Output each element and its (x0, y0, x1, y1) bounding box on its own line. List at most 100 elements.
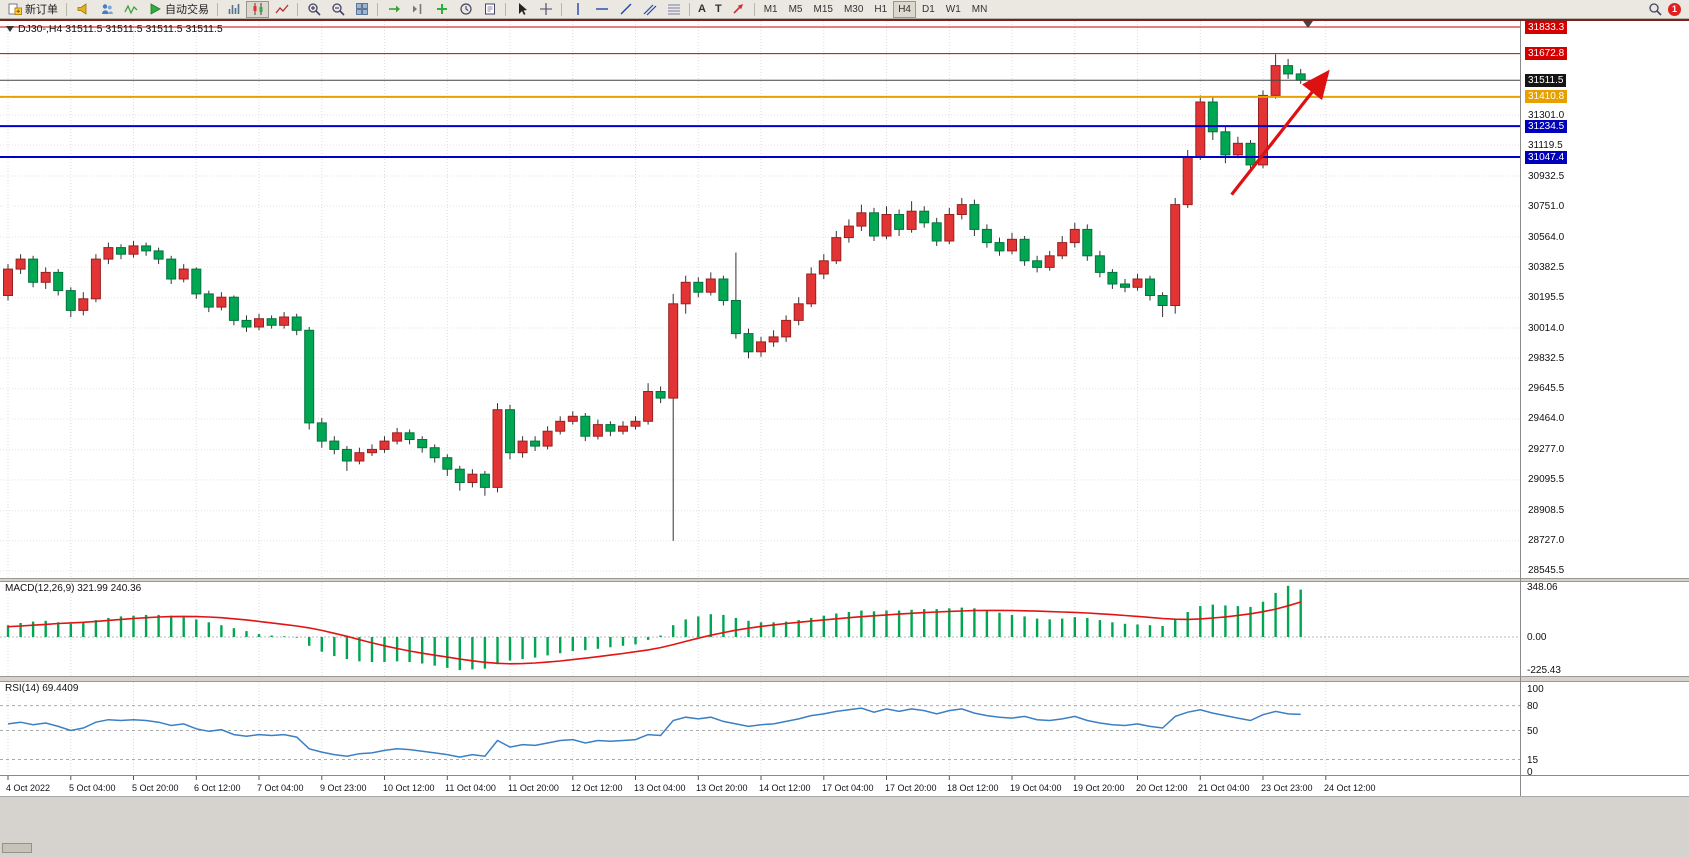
auto-scroll-icon (386, 2, 401, 17)
macd-chart-canvas[interactable] (0, 582, 1520, 676)
periods-button[interactable] (454, 1, 477, 18)
crosshair-icon (538, 2, 553, 17)
tab-timeframe-h1[interactable]: H1 (874, 3, 888, 15)
price-axis[interactable]: 31833.3 31672.8 31511.5 31410.8 31301.0 31234… (1521, 20, 1689, 578)
rsi-axis-label: 15 (1527, 754, 1539, 766)
rsi-axis-label: 0 (1527, 767, 1533, 778)
time-label: 4 Oct 2022 (6, 783, 51, 793)
tab-timeframe-d1[interactable]: D1 (922, 3, 935, 15)
zoom-in-button[interactable] (302, 1, 325, 18)
price-label: 31301.0 (1528, 109, 1565, 121)
time-label: 17 Oct 04:00 (822, 783, 874, 793)
signals-button[interactable] (119, 1, 142, 18)
candlestick-chart-button[interactable] (246, 0, 269, 18)
macd-panel[interactable]: MACD(12,26,9) 321.99 240.36 (0, 582, 1520, 676)
tab-timeframe-m15[interactable]: M15 (813, 3, 833, 15)
new-order-button[interactable]: 新订单 (3, 1, 62, 18)
main-chart-panel[interactable]: DJ30-,H4 31511.5 31511.5 31511.5 31511.5 (0, 21, 1520, 578)
toolbar-separator (561, 2, 562, 16)
arrows-button[interactable] (727, 1, 750, 18)
candlestick-icon (250, 2, 265, 17)
chart-info: DJ30-,H4 31511.5 31511.5 31511.5 31511.5 (6, 23, 223, 35)
tab-timeframe-mn[interactable]: MN (971, 3, 988, 15)
time-label: 11 Oct 04:00 (445, 783, 496, 793)
new-order-icon (7, 2, 22, 17)
tab-timeframe-w1[interactable]: W1 (945, 3, 961, 15)
time-label: 13 Oct 04:00 (634, 783, 686, 793)
horizontal-scrollbar-thumb[interactable] (2, 843, 32, 853)
price-label: 31234.5 (1525, 119, 1568, 133)
vertical-line-icon (570, 2, 585, 17)
toolbar-separator (689, 2, 690, 16)
macd-axis-label: 348.06 (1527, 582, 1558, 593)
clock-icon (458, 2, 473, 17)
time-label: 21 Oct 04:00 (1198, 783, 1250, 793)
play-icon (147, 2, 162, 17)
auto-trading-label: 自动交易 (165, 4, 209, 16)
time-label: 19 Oct 04:00 (1010, 783, 1062, 793)
zoom-out-button[interactable] (326, 1, 349, 18)
notification-badge[interactable]: 1 (1668, 2, 1681, 16)
time-label: 17 Oct 20:00 (885, 783, 937, 793)
panel-separator[interactable] (0, 676, 1689, 682)
candlestick-chart-canvas[interactable] (0, 21, 1520, 578)
bar-chart-button[interactable] (222, 1, 245, 18)
users-icon (99, 2, 114, 17)
text-tool-glyph: A (698, 3, 706, 15)
panel-separator[interactable] (0, 578, 1689, 582)
time-label: 18 Oct 12:00 (947, 783, 999, 793)
tab-timeframe-m1[interactable]: M1 (763, 3, 778, 15)
accounts-button[interactable] (95, 1, 118, 18)
macd-axis[interactable]: 348.06 0.00 -225.43 (1521, 582, 1689, 676)
crosshair-button[interactable] (534, 1, 557, 18)
rsi-panel[interactable]: RSI(14) 69.4409 (0, 682, 1520, 775)
indicators-button[interactable] (430, 1, 453, 18)
time-label: 6 Oct 12:00 (194, 783, 241, 793)
rsi-label: RSI(14) 69.4409 (5, 683, 79, 694)
cursor-button[interactable] (510, 1, 533, 18)
templates-icon (482, 2, 497, 17)
price-label: 30564.0 (1528, 231, 1565, 243)
chart-shift-marker-icon[interactable] (1303, 21, 1313, 28)
time-label: 13 Oct 20:00 (696, 783, 748, 793)
tab-timeframe-m30[interactable]: M30 (843, 3, 864, 15)
tab-timeframe-m5[interactable]: M5 (788, 3, 803, 15)
rsi-chart-canvas[interactable] (0, 682, 1520, 775)
horizontal-line-button[interactable] (590, 1, 613, 18)
line-chart-icon (274, 2, 289, 17)
auto-scroll-button[interactable] (382, 1, 405, 18)
price-label: 28908.5 (1528, 505, 1565, 517)
chart-shift-button[interactable] (406, 1, 429, 18)
text-label-button[interactable]: T (711, 1, 726, 18)
new-order-label: 新订单 (25, 4, 58, 16)
auto-trading-button[interactable]: 自动交易 (143, 1, 213, 18)
rsi-axis[interactable]: 100 80 50 15 0 (1521, 682, 1689, 778)
horizontal-line-icon (594, 2, 609, 17)
tab-timeframe-h4[interactable]: H4 (893, 0, 916, 18)
macd-axis-label: -225.43 (1527, 665, 1561, 677)
text-button[interactable]: A (694, 1, 710, 18)
price-label: 31410.8 (1525, 90, 1568, 104)
channel-button[interactable] (638, 1, 661, 18)
experts-button[interactable] (71, 1, 94, 18)
trendline-button[interactable] (614, 1, 637, 18)
tile-windows-button[interactable] (350, 1, 373, 18)
indicators-plus-icon (434, 2, 449, 17)
templates-button[interactable] (478, 1, 501, 18)
axis-border (1520, 21, 1521, 796)
price-label: 28727.0 (1528, 535, 1565, 547)
search-icon[interactable] (1647, 2, 1662, 17)
vertical-line-button[interactable] (566, 1, 589, 18)
symbol-marker-icon (6, 26, 14, 32)
time-axis[interactable]: 4 Oct 2022 5 Oct 04:00 5 Oct 20:00 6 Oct 12… (0, 775, 1689, 796)
price-label: 31119.5 (1528, 139, 1563, 151)
time-label: 5 Oct 20:00 (132, 783, 179, 793)
line-chart-button[interactable] (270, 1, 293, 18)
fibonacci-button[interactable] (662, 1, 685, 18)
time-label: 9 Oct 23:00 (320, 783, 367, 793)
time-label: 20 Oct 12:00 (1136, 783, 1188, 793)
toolbar-separator (377, 2, 378, 16)
toolbar-separator (217, 2, 218, 16)
fibonacci-icon (666, 2, 681, 17)
